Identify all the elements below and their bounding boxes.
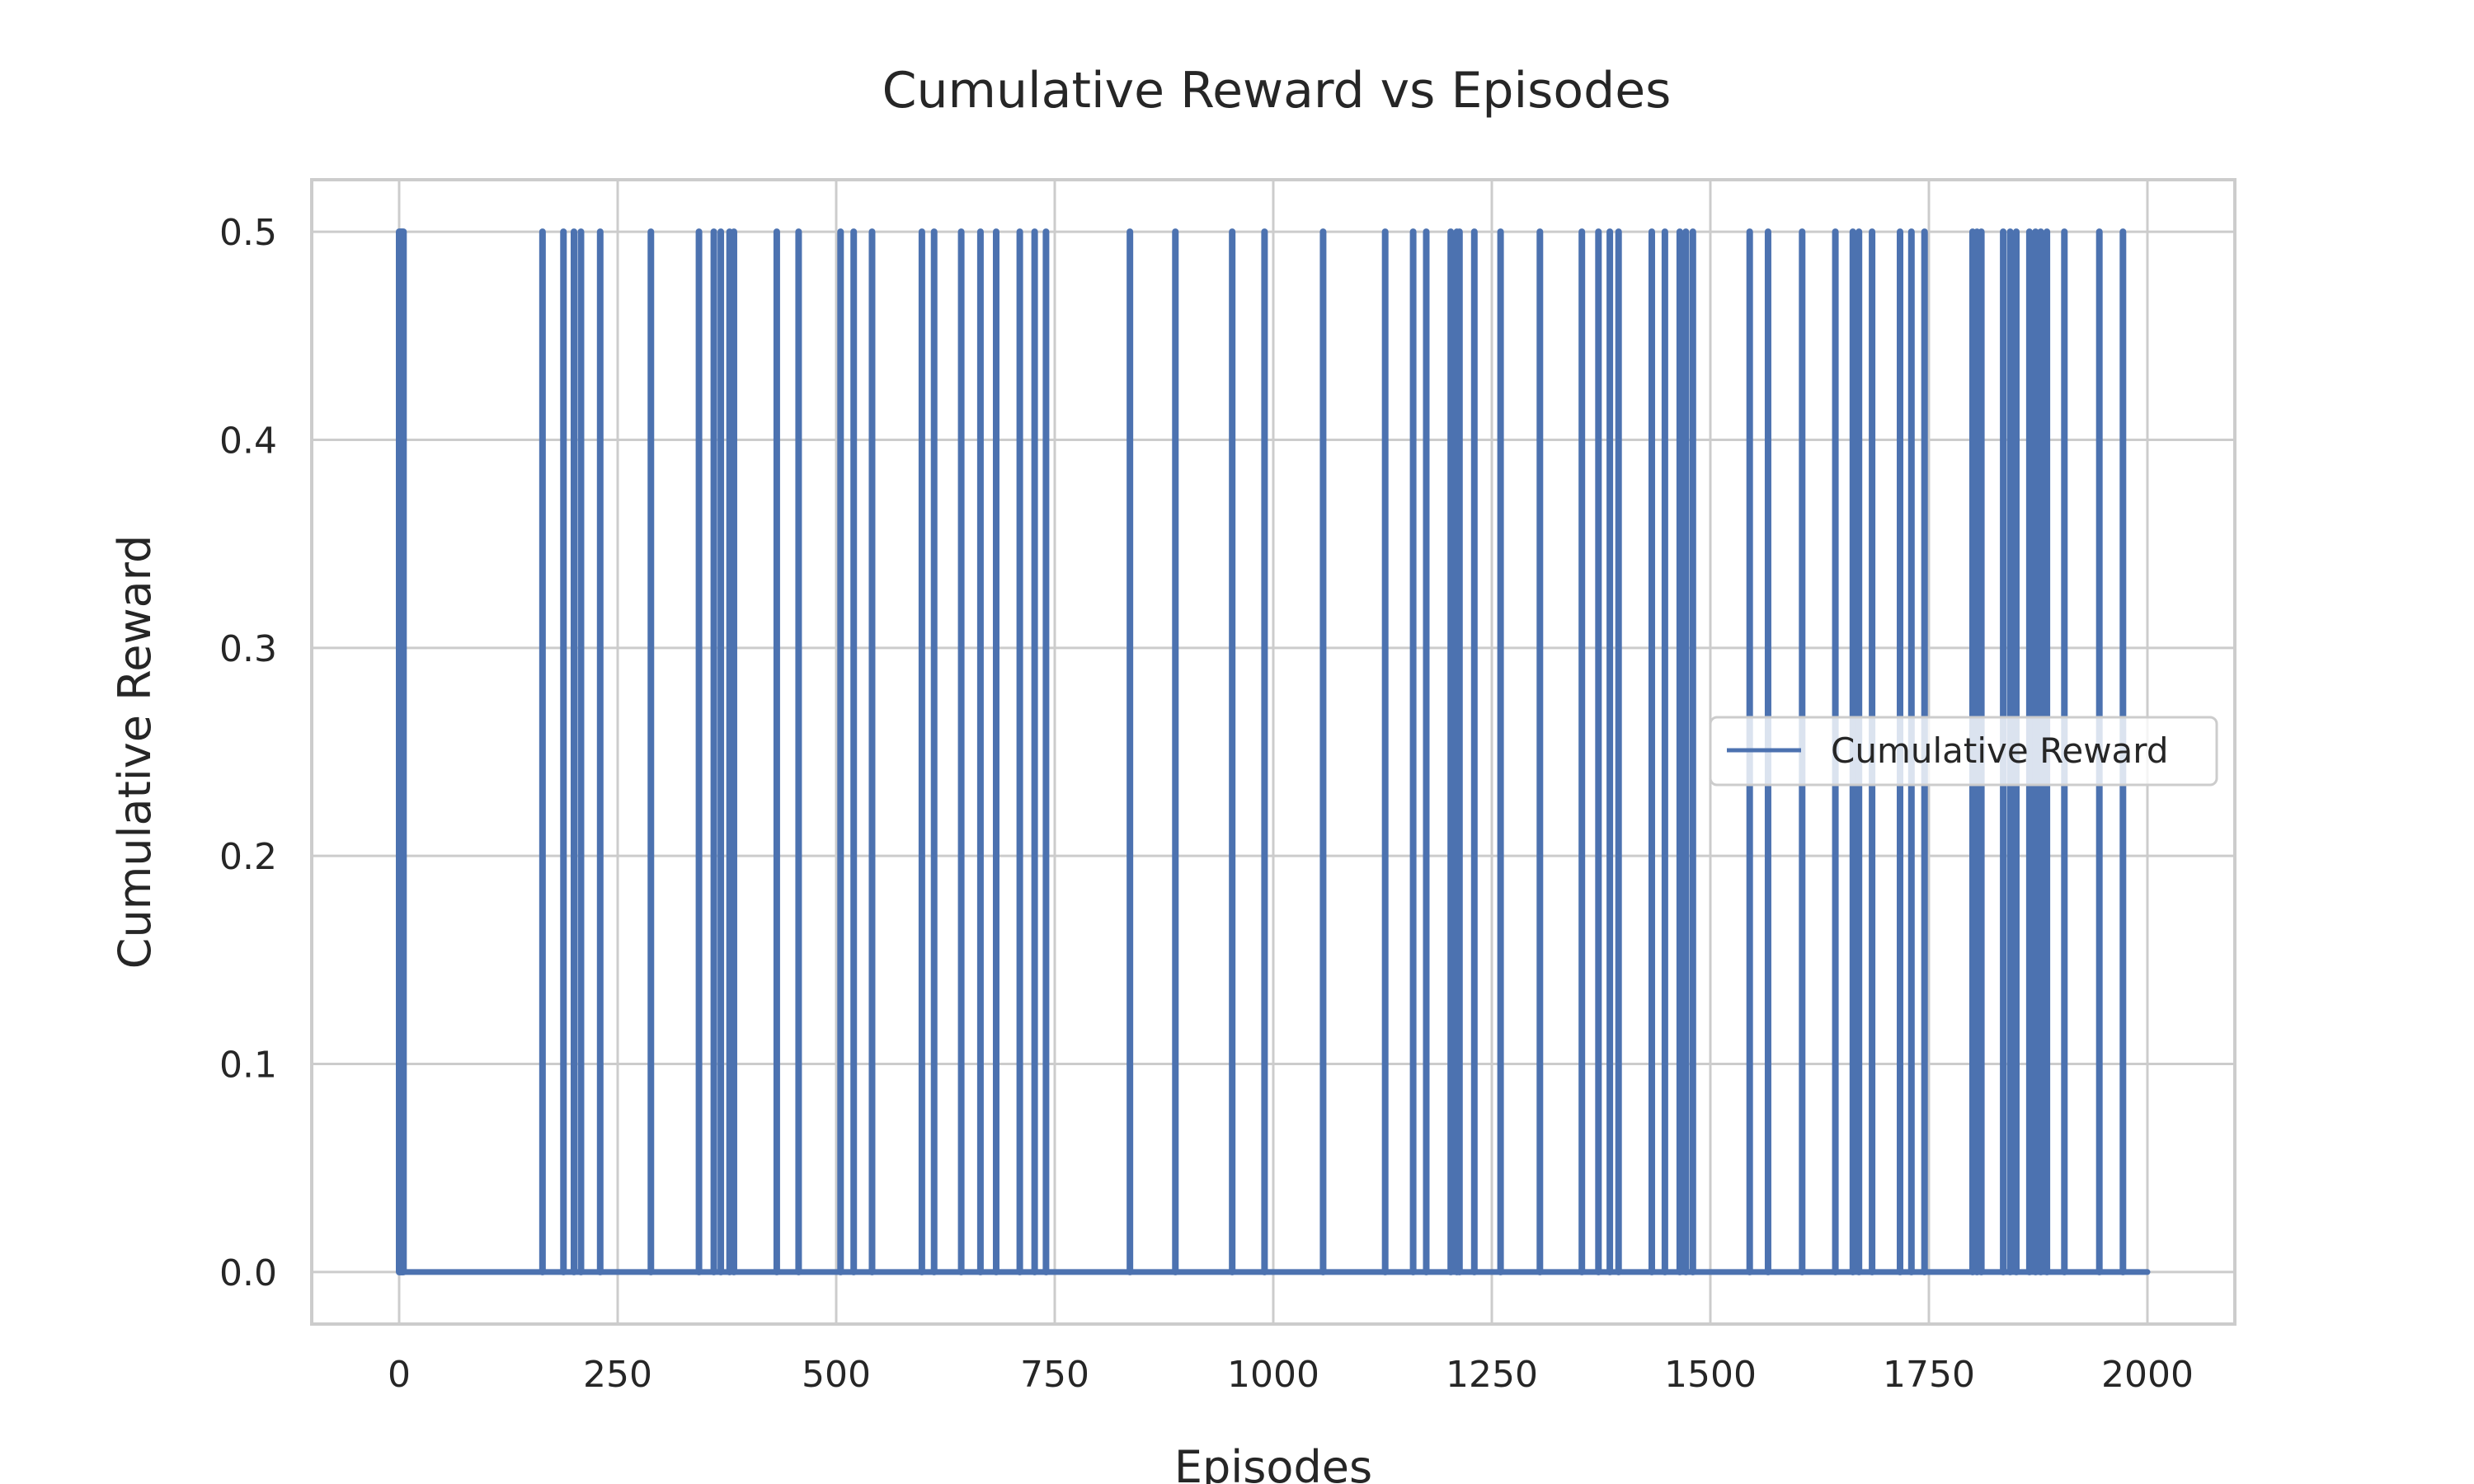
y-tick-labels: 0.0 0.1 0.2 0.3 0.4 0.5 <box>219 212 277 1294</box>
x-tick-label: 1250 <box>1446 1354 1538 1396</box>
x-tick-label: 250 <box>583 1354 652 1396</box>
y-tick-label: 0.2 <box>219 836 277 878</box>
x-tick-label: 1750 <box>1883 1354 1975 1396</box>
y-axis-label: Cumulative Reward <box>109 535 161 969</box>
y-tick-label: 0.0 <box>219 1252 277 1294</box>
x-tick-label: 500 <box>802 1354 871 1396</box>
chart-title: Cumulative Reward vs Episodes <box>882 62 1672 120</box>
x-tick-label: 0 <box>388 1354 411 1396</box>
x-tick-label: 750 <box>1020 1354 1089 1396</box>
plot-frame <box>310 178 2236 1326</box>
legend-box <box>1709 716 2218 787</box>
x-tick-label: 1500 <box>1664 1354 1757 1396</box>
x-axis-label: Episodes <box>1174 1441 1372 1484</box>
x-tick-label: 1000 <box>1227 1354 1319 1396</box>
x-tick-labels: 0 250 500 750 1000 1250 1500 1750 2000 <box>388 1354 2194 1396</box>
y-tick-label: 0.1 <box>219 1045 277 1087</box>
y-tick-label: 0.5 <box>219 212 277 254</box>
x-tick-label: 2000 <box>2101 1354 2194 1396</box>
legend: Cumulative Reward <box>1709 716 2218 787</box>
y-tick-label: 0.3 <box>219 628 277 670</box>
legend-label: Cumulative Reward <box>1831 730 2168 771</box>
y-tick-label: 0.4 <box>219 420 277 462</box>
